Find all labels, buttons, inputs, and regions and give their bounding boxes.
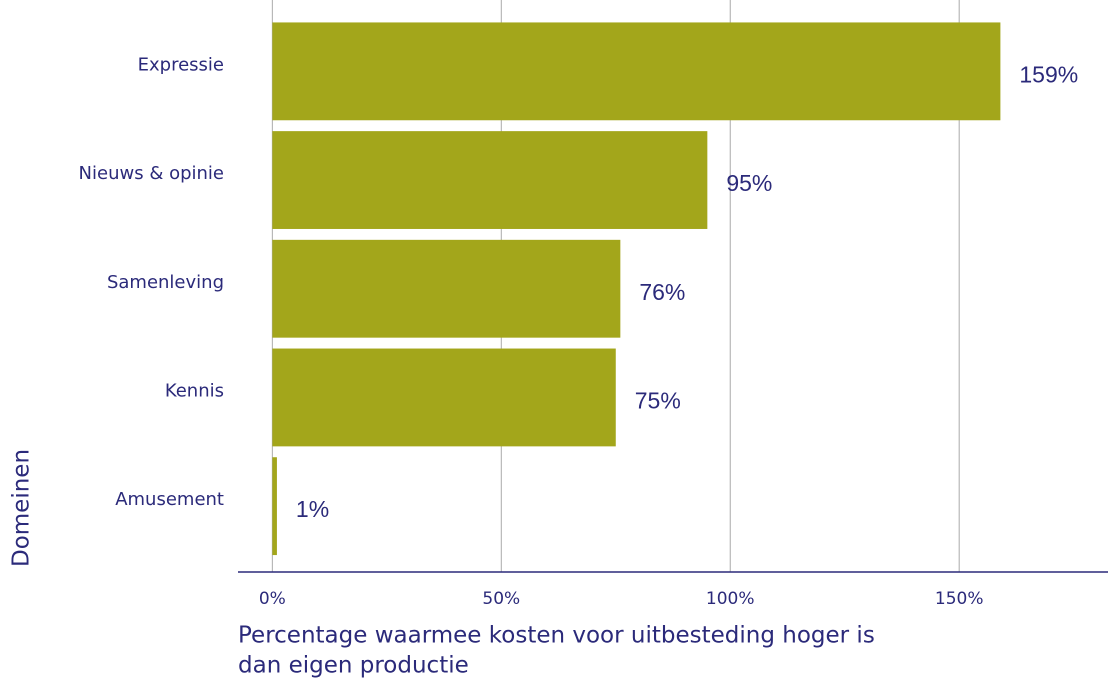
y-tick-label: Expressie [138,54,224,75]
bar [272,131,708,229]
y-tick-label: Kennis [165,380,224,401]
x-axis-label: dan eigen productie [238,653,469,679]
value-label: 159% [1019,61,1078,87]
value-label: 76% [639,279,685,305]
y-axis-label: Domeinen [9,449,35,567]
bar [272,348,616,447]
y-tick-label: Nieuws & opinie [79,163,224,184]
y-tick-label: Samenleving [107,272,224,293]
x-tick-label: 50% [482,589,520,609]
y-tick-label: Amusement [115,489,224,510]
x-tick-label: 100% [706,589,755,609]
value-label: 1% [296,496,329,522]
bar [272,457,277,556]
x-tick-label: 0% [259,589,286,609]
bar [272,239,621,338]
x-tick-label: 150% [935,589,984,609]
x-axis-label: Percentage waarmee kosten voor uitbested… [238,623,875,649]
value-label: 75% [635,388,681,414]
bar [272,22,1001,121]
value-label: 95% [726,170,772,196]
